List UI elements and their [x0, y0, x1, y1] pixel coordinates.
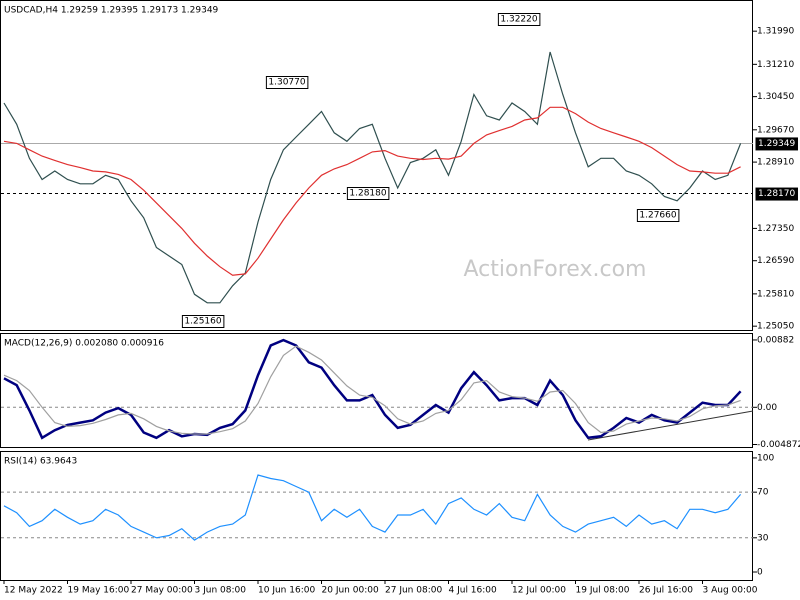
- x-tick-label: 3 Jun 08:00: [195, 586, 247, 596]
- panel-title: MACD(12,26,9) 0.002080 0.000916: [4, 339, 164, 349]
- x-tick-label: 4 Jul 16:00: [449, 586, 498, 596]
- y-tick-label: 1.25050: [757, 322, 794, 332]
- y-tick-label: 0: [757, 568, 763, 578]
- annotation: 1.27660: [639, 211, 676, 221]
- annotation: 1.25160: [184, 317, 221, 327]
- x-tick-label: 20 Jun 00:00: [322, 586, 379, 596]
- annotation: 1.30770: [268, 78, 305, 88]
- y-tick-label: 0.00: [757, 403, 777, 413]
- label-box: [636, 209, 680, 222]
- x-tick-label: 12 Jul 00:00: [512, 586, 566, 596]
- y-tick-label: 1.25810: [757, 289, 794, 299]
- level-tag: 1.28170: [758, 189, 795, 199]
- label-box: [346, 187, 390, 200]
- label-box: [181, 315, 225, 328]
- y-tick-label: -0.004872: [757, 440, 800, 450]
- y-tick-label: 1.31990: [757, 27, 794, 37]
- series-line: [3, 338, 742, 440]
- series-line: [3, 106, 741, 276]
- y-tick-label: 1.27350: [757, 224, 794, 234]
- y-tick-label: 70: [757, 488, 769, 498]
- annotation: 1.28180: [349, 189, 386, 199]
- y-tick-label: 1.30450: [757, 92, 794, 102]
- x-tick-label: 3 Aug 00:00: [703, 586, 758, 596]
- label-box: [497, 13, 541, 26]
- trend-line: [587, 410, 754, 441]
- panel-title: USDCAD,H4 1.29259 1.29395 1.29173 1.2934…: [4, 6, 219, 16]
- watermark: ActionForex.com: [464, 257, 647, 282]
- x-tick-label: 12 May 2022: [4, 586, 63, 596]
- y-tick-label: 0.00882: [757, 335, 794, 345]
- y-tick-label: 1.26590: [757, 256, 794, 266]
- macd-panel-frame: [0, 333, 753, 448]
- label-box: [265, 76, 309, 89]
- series-line: [3, 474, 742, 541]
- y-tick-label: 100: [757, 453, 774, 463]
- y-tick-label: 30: [757, 533, 769, 543]
- x-tick-label: 27 Jun 08:00: [385, 586, 442, 596]
- last-price-tag: 1.29349: [758, 139, 795, 149]
- panel-title: RSI(14) 63.9643: [4, 457, 77, 467]
- x-tick-label: 19 Jul 08:00: [576, 586, 630, 596]
- price-panel-frame: [0, 0, 753, 331]
- series-line: [3, 345, 741, 435]
- x-tick-label: 27 May 00:00: [131, 586, 193, 596]
- y-tick-label: 1.28910: [757, 158, 794, 168]
- x-tick-label: 19 May 16:00: [68, 586, 130, 596]
- y-tick-label: 1.29670: [757, 125, 794, 135]
- series-line: [3, 51, 742, 304]
- x-tick-label: 10 Jun 16:00: [258, 586, 315, 596]
- label-box: [755, 187, 798, 201]
- y-tick-label: 1.31210: [757, 60, 794, 70]
- rsi-panel-frame: [0, 451, 753, 581]
- x-tick-label: 26 Jul 16:00: [639, 586, 693, 596]
- label-box: [755, 137, 798, 151]
- annotation: 1.32220: [500, 15, 537, 25]
